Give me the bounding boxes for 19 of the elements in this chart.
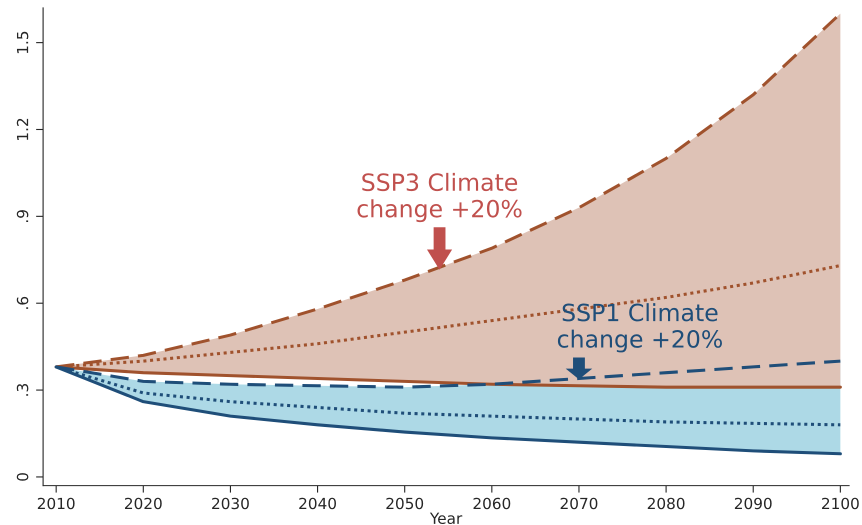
y-tick-label: 1.2 <box>16 118 28 140</box>
x-tick-label: 2010 <box>38 498 75 510</box>
x-tick-label: 2100 <box>822 498 859 510</box>
y-tick-label: .6 <box>16 296 28 309</box>
y-tick-label: .9 <box>16 210 28 222</box>
x-tick-label: 2050 <box>386 498 424 510</box>
x-tick-label: 2040 <box>299 498 336 510</box>
y-tick-label: 0 <box>16 473 28 481</box>
x-tick-label: 2090 <box>734 498 772 510</box>
y-tick-label: 1.5 <box>16 32 28 54</box>
annotation: SSP3 Climate change +20% <box>358 172 522 222</box>
y-tick-label: .3 <box>16 384 28 396</box>
x-tick-label: 2060 <box>474 498 510 510</box>
x-tick-label: 2020 <box>124 498 162 510</box>
x-tick-label: 2030 <box>212 498 249 510</box>
x-tick-label: 2070 <box>560 498 598 510</box>
x-tick-label: 2080 <box>648 498 685 510</box>
x-axis-title: Year <box>430 512 462 524</box>
annotation: SSP1 Climate change +20% <box>558 303 722 352</box>
